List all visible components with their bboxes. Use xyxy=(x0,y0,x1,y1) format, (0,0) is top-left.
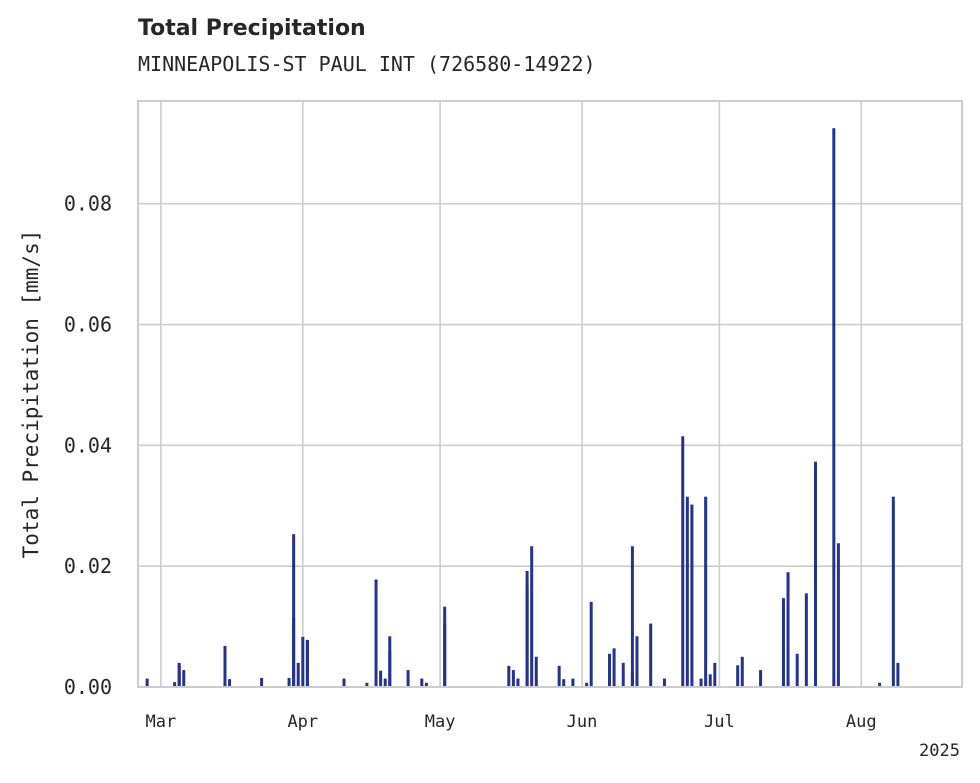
x-tick-label: Apr xyxy=(287,712,318,732)
precip-bar xyxy=(507,665,511,687)
precip-bar xyxy=(516,678,520,687)
precip-bar xyxy=(713,662,717,687)
x-tick-label: Aug xyxy=(846,712,877,732)
precip-bar xyxy=(878,682,882,687)
precip-bar xyxy=(296,662,300,687)
x-offset-label: 2025 xyxy=(919,741,960,761)
x-tick-label: Jul xyxy=(704,712,735,732)
y-tick-label: 0.02 xyxy=(64,554,112,578)
y-tick-label: 0.00 xyxy=(64,675,112,699)
precip-bar xyxy=(612,648,616,687)
precip-bar xyxy=(891,496,895,687)
precip-bar xyxy=(374,579,378,687)
y-tick-label: 0.06 xyxy=(64,313,112,337)
x-axis-ticks: Mar Apr May Jun Jul Aug xyxy=(146,712,877,732)
chart-title: Total Precipitation xyxy=(138,16,366,41)
precip-bar xyxy=(173,682,177,687)
precip-bar xyxy=(571,678,575,687)
precip-bar xyxy=(699,678,703,687)
precip-bar xyxy=(736,665,740,687)
precip-bar xyxy=(795,653,799,687)
precip-bar xyxy=(836,543,840,687)
precip-bar xyxy=(608,653,612,687)
precip-bar xyxy=(896,662,900,687)
precip-bar xyxy=(635,636,639,687)
precip-bar xyxy=(690,504,694,687)
precip-bar xyxy=(781,598,785,687)
precip-bar xyxy=(342,678,346,687)
grid-lines xyxy=(138,101,962,688)
precip-bar xyxy=(383,678,387,687)
x-tick-label: Jun xyxy=(567,712,598,732)
precip-bar xyxy=(379,670,383,687)
precip-bar xyxy=(621,662,625,687)
precip-bar xyxy=(804,593,808,687)
precip-bar xyxy=(511,670,515,687)
precip-bar xyxy=(305,640,309,687)
precip-bar xyxy=(365,682,369,687)
precip-bar xyxy=(704,496,708,687)
precip-bar xyxy=(685,496,689,687)
precip-bar xyxy=(530,546,534,687)
x-tick-label: Mar xyxy=(146,712,177,732)
y-tick-label: 0.08 xyxy=(64,192,112,216)
precip-bar xyxy=(557,665,561,687)
x-tick-label: May xyxy=(425,712,456,732)
precip-bar xyxy=(681,436,685,687)
precipitation-bars xyxy=(145,128,900,688)
precip-bar xyxy=(759,670,763,687)
precip-bar xyxy=(301,636,305,687)
precip-bar xyxy=(443,623,447,687)
precip-bar xyxy=(589,601,593,687)
precip-bar xyxy=(786,572,790,687)
chart-subtitle: MINNEAPOLIS-ST PAUL INT (726580-14922) xyxy=(138,52,596,76)
precip-bar xyxy=(740,656,744,687)
precip-bar xyxy=(649,623,653,687)
y-axis-ticks: 0.00 0.02 0.04 0.06 0.08 xyxy=(64,192,112,699)
precip-bar xyxy=(832,128,836,688)
precip-bar xyxy=(708,674,712,687)
precip-bar xyxy=(630,546,634,687)
precip-bar xyxy=(562,679,566,687)
precip-bar xyxy=(228,679,232,687)
precip-bar xyxy=(814,461,818,687)
precip-bar xyxy=(260,677,264,687)
precip-bar xyxy=(406,670,410,687)
precip-bar xyxy=(223,645,227,687)
precip-bar xyxy=(525,571,529,687)
precip-bar xyxy=(292,534,296,687)
precip-bar xyxy=(534,656,538,687)
precip-bar xyxy=(287,677,291,687)
plot-frame xyxy=(137,100,963,688)
precip-bar xyxy=(177,665,181,687)
precip-bar xyxy=(424,682,428,687)
precip-bar xyxy=(420,678,424,687)
precip-bar xyxy=(182,670,186,687)
precip-bar xyxy=(388,636,392,687)
precip-bar xyxy=(145,678,149,687)
y-tick-label: 0.04 xyxy=(64,433,112,457)
precip-bar xyxy=(662,678,666,687)
precip-bar xyxy=(585,682,589,687)
y-axis-label: Total Precipitation [mm/s] xyxy=(19,230,43,559)
